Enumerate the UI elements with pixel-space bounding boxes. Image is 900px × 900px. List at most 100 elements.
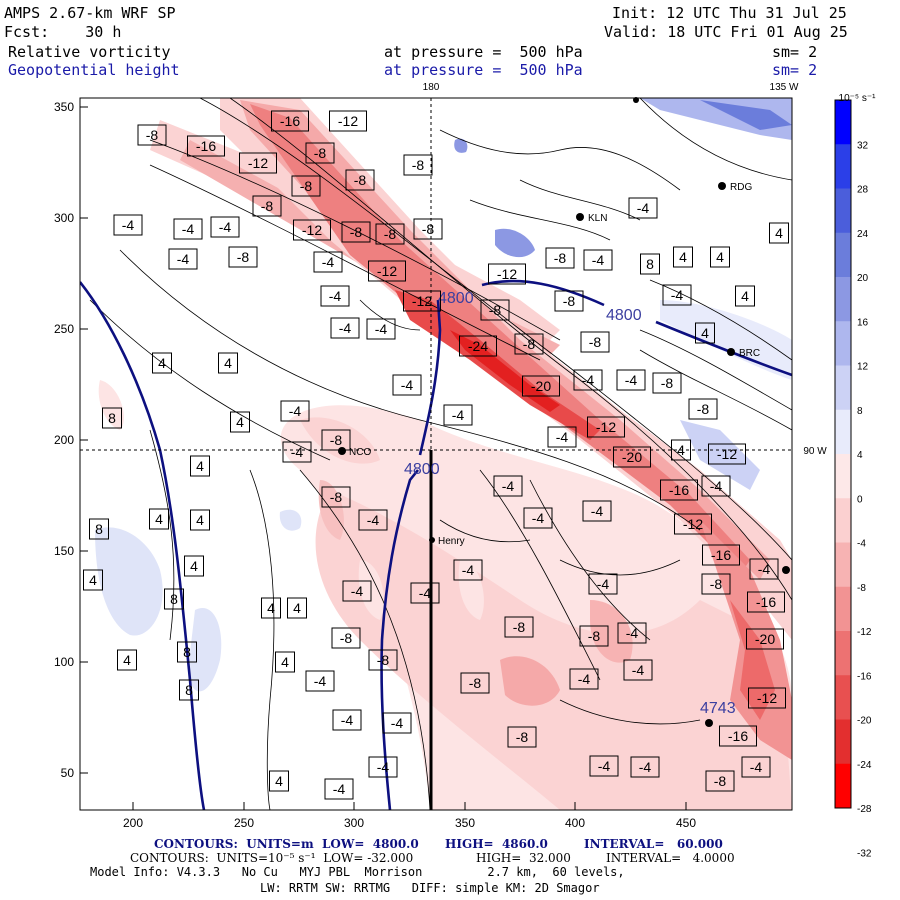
contour-label: -8 xyxy=(300,178,313,194)
contour-label-box xyxy=(291,175,321,197)
contour-label-box xyxy=(403,154,433,176)
colorbar-label: 20 xyxy=(857,273,869,284)
lon-135w-label: 135 W xyxy=(770,82,799,93)
contour-label-box xyxy=(587,416,625,438)
contour-label-box xyxy=(218,352,238,374)
station-rdg-marker xyxy=(718,182,726,190)
contour-label-box xyxy=(514,333,544,355)
contour-label: -4 xyxy=(625,372,638,388)
y-tick-250: 250 xyxy=(54,322,74,336)
contour-label: 4 xyxy=(123,652,131,668)
contour-label: 8 xyxy=(170,591,178,607)
contour-label: -16 xyxy=(756,594,776,610)
contour-label: -4 xyxy=(598,758,611,774)
contour-label-box xyxy=(368,756,398,778)
contour-label: -20 xyxy=(531,378,551,394)
contour-label-box xyxy=(179,679,199,701)
contour-label: -16 xyxy=(728,728,748,744)
contour-label: -8 xyxy=(554,250,567,266)
contour-label: -4 xyxy=(597,576,610,592)
contour-label: -4 xyxy=(639,759,652,775)
contour-label: -12 xyxy=(302,222,322,238)
contour-label-box xyxy=(674,513,712,535)
station-rdg-label: RDG xyxy=(730,182,752,193)
contour-label-box xyxy=(583,249,613,271)
x-tick-200: 200 xyxy=(123,816,143,830)
contour-label: -4 xyxy=(341,712,354,728)
contour-label-box xyxy=(305,142,335,164)
contour-label-box xyxy=(547,426,577,448)
x-tick-450: 450 xyxy=(676,816,696,830)
colorbar: 32 28 24 20 16 12 8 4 0 -4 -8 -12 -16 -20 -24 -28 -32 xyxy=(834,99,872,859)
contour-label-box xyxy=(673,246,693,268)
contour-label: -4 xyxy=(182,221,195,237)
height-label-4800-c: 4800 xyxy=(404,461,440,478)
contour-label: 8 xyxy=(646,256,654,272)
contour-label: -4 xyxy=(322,254,335,270)
contour-label: -8 xyxy=(714,773,727,789)
contour-label-box xyxy=(190,509,210,531)
contour-label-box xyxy=(748,687,786,709)
contour-label-box xyxy=(102,407,122,429)
contour-label-box xyxy=(493,475,523,497)
contour-label-box xyxy=(366,318,396,340)
contour-label: -4 xyxy=(329,288,342,304)
contour-label-box xyxy=(747,591,785,613)
colorbar-segment xyxy=(835,321,851,366)
contour-label-box xyxy=(708,443,746,465)
lon-90w-label: 90 W xyxy=(803,446,827,457)
contour-label-box xyxy=(630,756,660,778)
contour-label: -8 xyxy=(469,675,482,691)
contour-label-box xyxy=(735,285,755,307)
x-tick-400: 400 xyxy=(565,816,585,830)
colorbar-label: 12 xyxy=(857,362,869,373)
field1-smoothing: sm= 2 xyxy=(772,43,818,61)
contour-label: -12 xyxy=(757,690,777,706)
vorticity-contour-labels: -16 -12-8-16 -8-12-8-8-8-8 -4-4 -4 -4 -12 -8 -8-… xyxy=(83,110,789,800)
y-tick-350: 350 xyxy=(54,100,74,114)
contour-label-box xyxy=(89,518,109,540)
station-kln-label: KLN xyxy=(588,213,607,224)
contour-label-box xyxy=(749,558,779,580)
contour-label-box xyxy=(375,223,405,245)
contour-label: -16 xyxy=(711,547,731,563)
contour-label: -8 xyxy=(489,302,502,318)
footer-model-info: Model Info: V4.3.3 No Cu MYJ PBL Morriso… xyxy=(90,865,625,879)
contour-label: -24 xyxy=(468,338,488,354)
contour-label: -12 xyxy=(683,516,703,532)
field2-smoothing: sm= 2 xyxy=(772,61,818,79)
colorbar-segment xyxy=(835,498,851,543)
contour-label-box xyxy=(230,411,250,433)
station-kln-marker xyxy=(576,213,584,221)
colorbar-label: -32 xyxy=(857,848,872,859)
contour-label: -12 xyxy=(377,263,397,279)
contour-label-box xyxy=(368,260,406,282)
colorbar-segment xyxy=(835,144,851,189)
colorbar-label: 28 xyxy=(857,185,869,196)
contour-label: -4 xyxy=(626,625,639,641)
contour-label: -4 xyxy=(671,287,684,303)
station-marker-south xyxy=(705,719,713,727)
colorbar-label: 8 xyxy=(857,406,863,417)
contour-label: -8 xyxy=(384,226,397,242)
contour-label-box xyxy=(321,486,351,508)
contour-label: 8 xyxy=(95,521,103,537)
footer-vort-interval: INTERVAL= 4.0000 xyxy=(606,851,735,865)
contour-label-box xyxy=(616,369,646,391)
contour-label: -4 xyxy=(582,372,595,388)
contour-label-box xyxy=(702,544,740,566)
contour-label-box xyxy=(269,770,289,792)
colorbar-segment xyxy=(835,631,851,676)
contour-label: 4 xyxy=(275,773,283,789)
contour-label: -12 xyxy=(412,293,432,309)
contour-label: 4 xyxy=(236,414,244,430)
contour-label: -8 xyxy=(588,628,601,644)
contour-label: -4 xyxy=(758,561,771,577)
contour-label: -4 xyxy=(532,510,545,526)
contour-label: 4 xyxy=(158,355,166,371)
contour-label: 4 xyxy=(716,249,724,265)
contour-label-box xyxy=(113,214,143,236)
height-label-4800-a: 4800 xyxy=(438,290,474,307)
contour-label: 4 xyxy=(155,511,163,527)
contour-label: -4 xyxy=(122,217,135,233)
